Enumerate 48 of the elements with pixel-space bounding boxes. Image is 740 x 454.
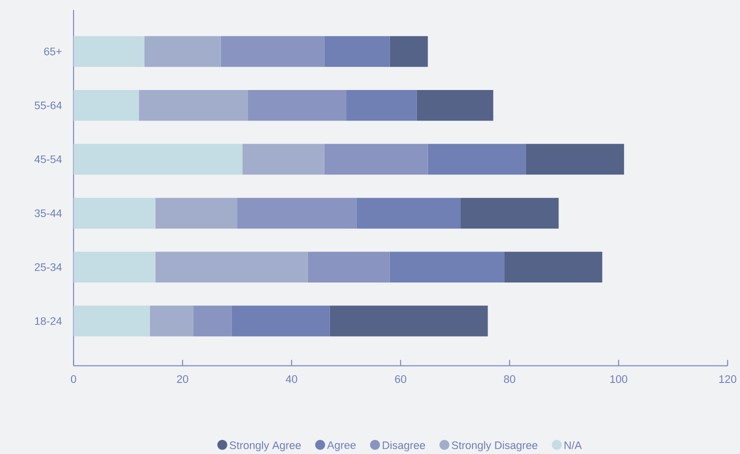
- legend-label: Strongly Disagree: [452, 440, 538, 452]
- bar: [356, 198, 461, 228]
- bar: [74, 144, 243, 174]
- bar: [390, 252, 504, 282]
- y-tick-label: 65+: [44, 47, 62, 56]
- x-tick-label: 100: [610, 375, 628, 383]
- bar: [232, 305, 330, 336]
- bar: [74, 36, 144, 67]
- bar: [308, 252, 390, 282]
- bar: [74, 198, 156, 228]
- y-tick-label: 25-34: [34, 263, 62, 271]
- y-tick-label: 45-54: [34, 155, 62, 163]
- y-tick-label: 35-44: [34, 209, 62, 217]
- bar: [144, 36, 221, 67]
- legend-label: N/A: [564, 440, 582, 449]
- bar: [346, 90, 417, 121]
- x-tick-label: 80: [504, 375, 516, 383]
- bar: [242, 144, 324, 174]
- bar: [526, 144, 624, 174]
- bar: [428, 144, 526, 174]
- legend-label: Disagree: [382, 440, 426, 452]
- bar: [150, 305, 194, 336]
- bar: [74, 90, 139, 121]
- bar: [390, 36, 428, 67]
- bar: [155, 252, 308, 282]
- legend-label: Strongly Agree: [230, 440, 301, 452]
- bar: [220, 36, 324, 67]
- x-tick-label: 120: [719, 375, 736, 383]
- legend-label: Agree: [327, 441, 356, 451]
- bar: [324, 36, 390, 67]
- x-tick-label: 40: [286, 375, 298, 383]
- bar: [324, 144, 428, 174]
- x-tick-label: 0: [70, 375, 76, 383]
- x-tick-label: 20: [177, 375, 188, 383]
- bar: [416, 90, 494, 121]
- bar: [237, 198, 357, 228]
- y-tick-label: 55-64: [34, 101, 62, 110]
- bar: [330, 305, 488, 336]
- bar: [460, 198, 559, 228]
- bar: [74, 252, 156, 282]
- bar: [74, 305, 150, 336]
- bar: [193, 305, 232, 336]
- bar: [248, 90, 346, 121]
- y-tick-label: 18-24: [35, 316, 62, 325]
- bar: [155, 198, 238, 228]
- bar: [138, 90, 248, 121]
- x-tick-label: 60: [395, 375, 406, 383]
- bar: [504, 252, 602, 282]
